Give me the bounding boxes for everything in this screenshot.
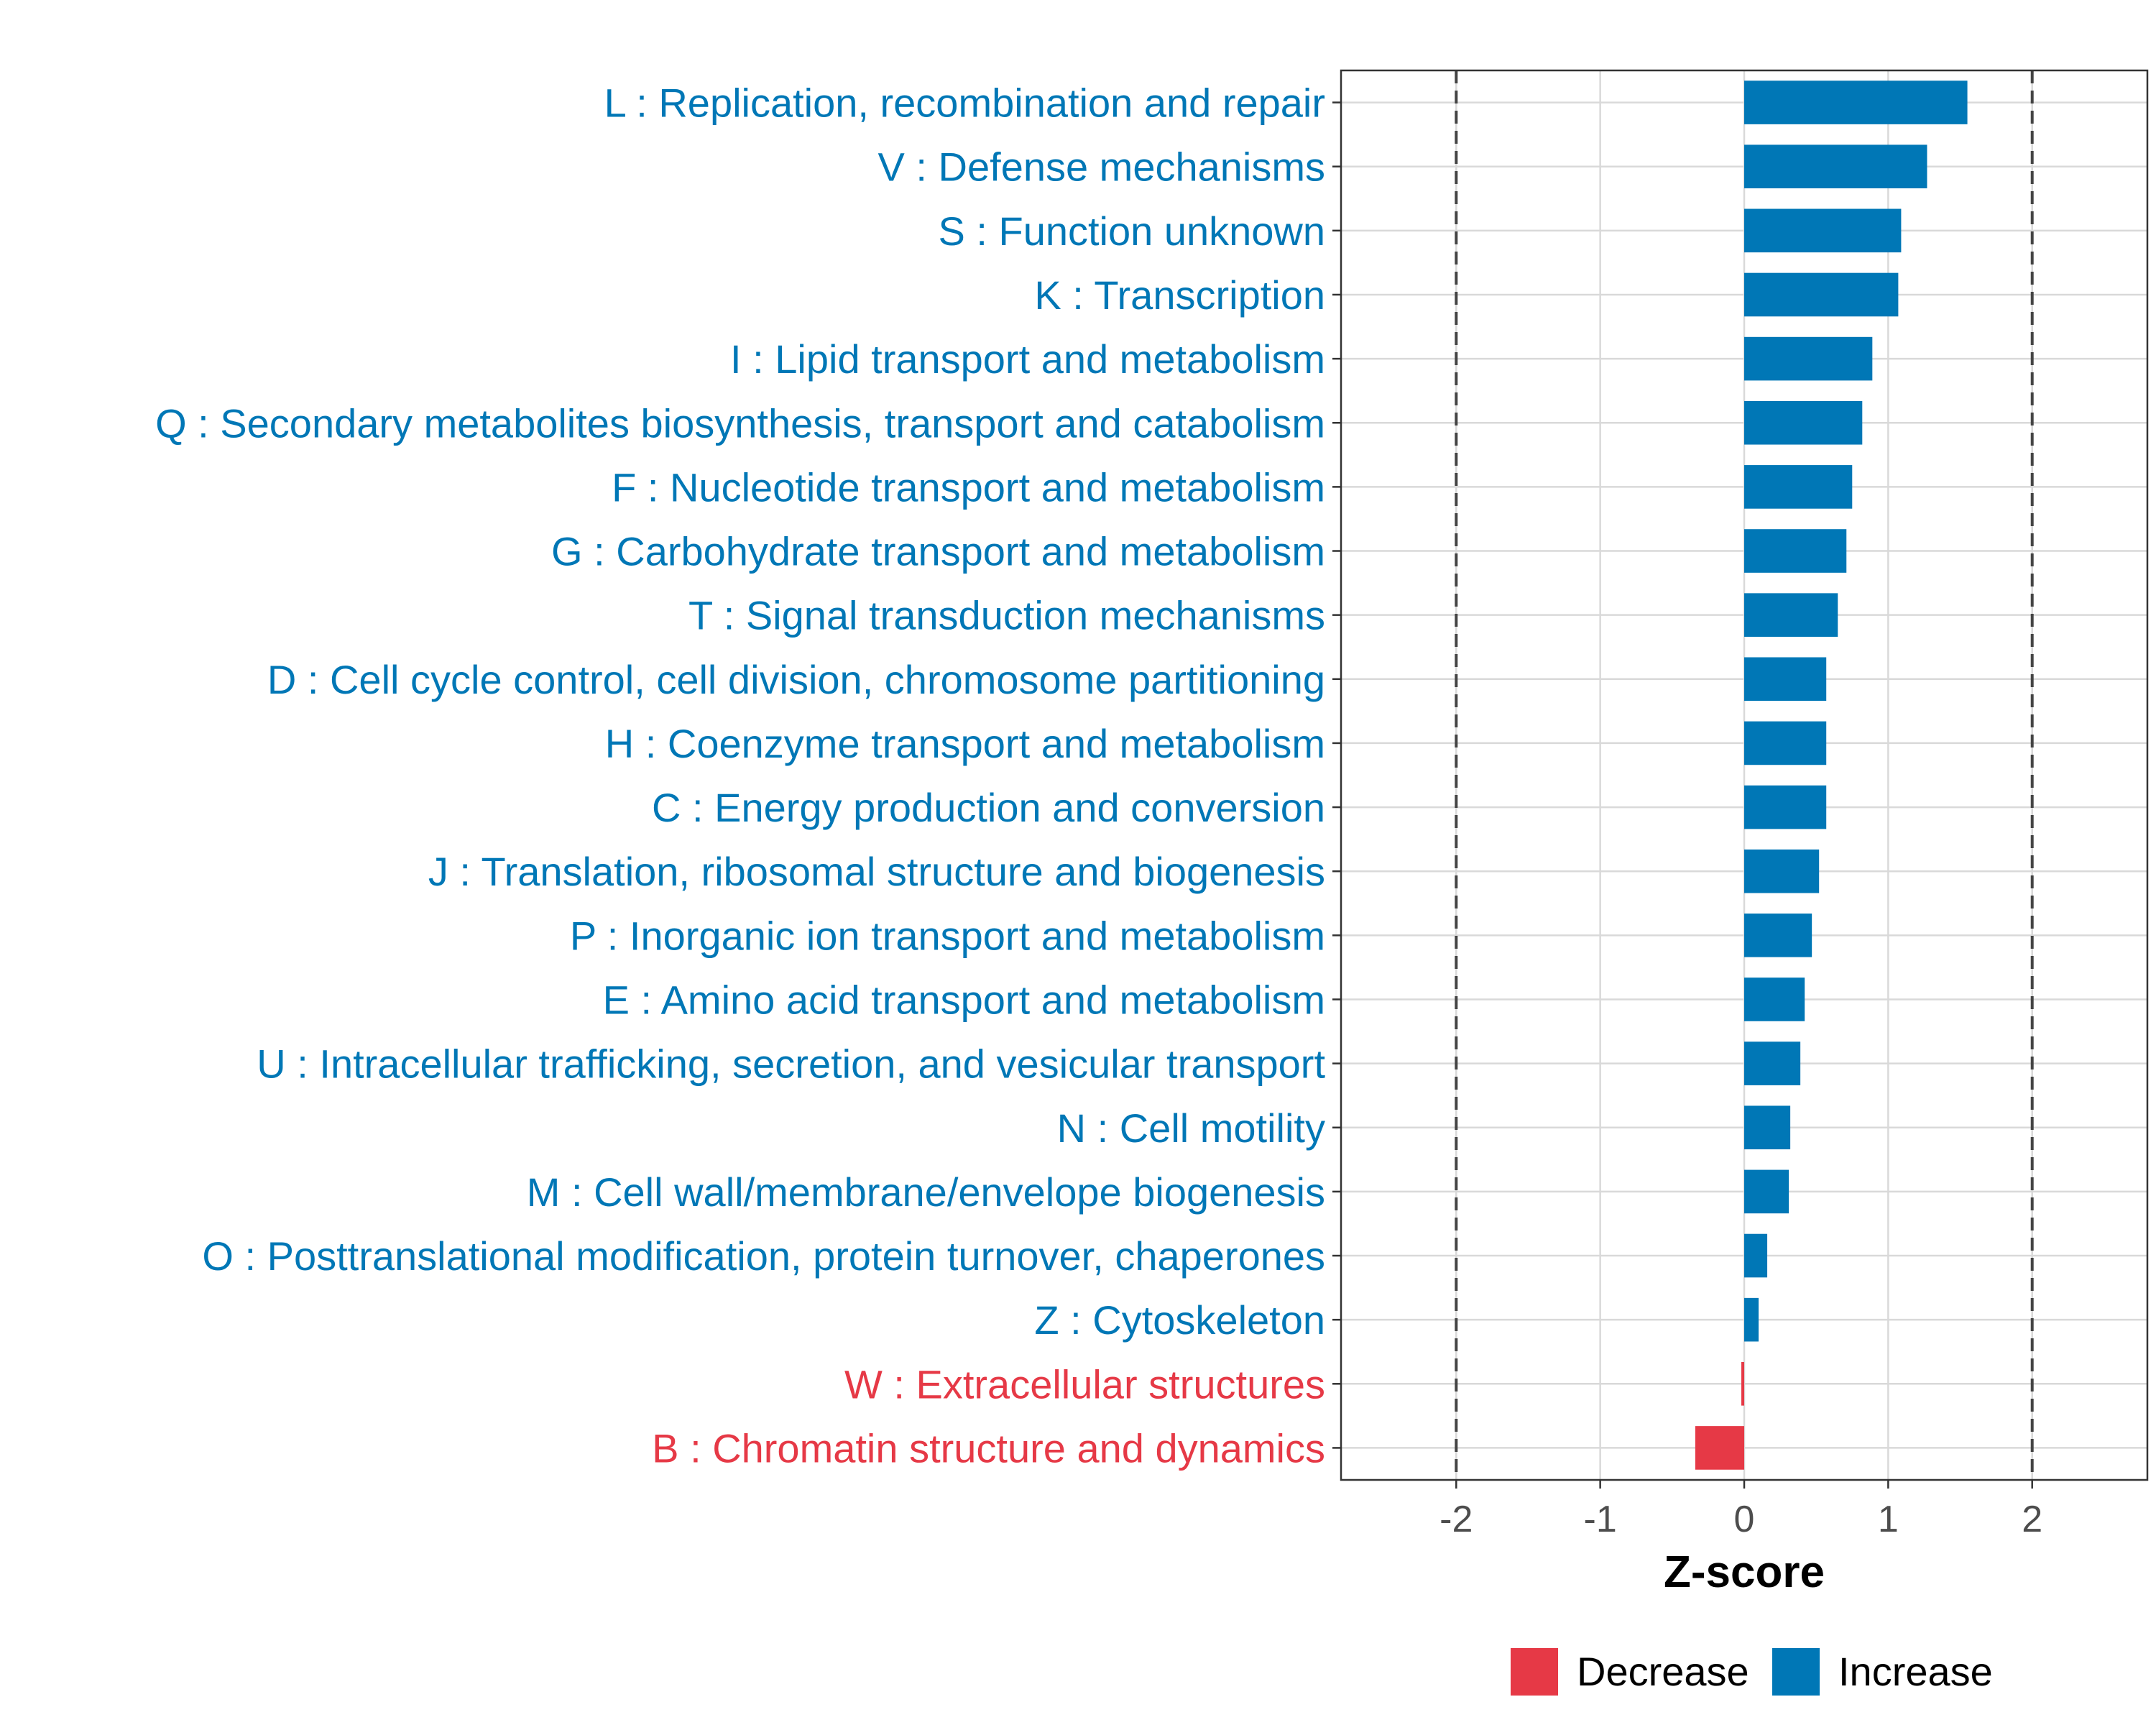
legend-label-increase: Increase — [1838, 1649, 1993, 1694]
bar-s — [1744, 208, 1902, 253]
x-axis-title: Z-score — [1664, 1547, 1825, 1597]
category-label: M : Cell wall/membrane/envelope biogenes… — [527, 1169, 1325, 1215]
x-tick-label: 2 — [2022, 1499, 2042, 1540]
bar-v — [1744, 144, 1927, 189]
category-label: N : Cell motility — [1057, 1105, 1325, 1151]
x-ticks: -2 -1 0 1 2 — [1439, 1480, 2042, 1540]
category-label: L : Replication, recombination and repai… — [604, 80, 1325, 126]
bar-d — [1744, 657, 1827, 702]
bar-o — [1744, 1233, 1768, 1278]
bar-w — [1741, 1361, 1744, 1406]
category-label: T : Signal transduction mechanisms — [688, 593, 1325, 638]
bar-m — [1744, 1169, 1789, 1214]
category-label: E : Amino acid transport and metabolism — [603, 977, 1325, 1022]
category-label: K : Transcription — [1034, 272, 1325, 318]
category-label: V : Defense mechanisms — [878, 144, 1325, 190]
category-label: P : Inorganic ion transport and metaboli… — [570, 913, 1325, 958]
category-label: U : Intracellular trafficking, secretion… — [257, 1041, 1325, 1087]
category-label: B : Chromatin structure and dynamics — [652, 1425, 1325, 1471]
bar-e — [1744, 978, 1805, 1021]
category-label: F : Nucleotide transport and metabolism — [612, 464, 1325, 510]
bar-p — [1744, 914, 1812, 957]
y-ticks: L : Replication, recombination and repai… — [155, 80, 1341, 1471]
bar-layer — [1695, 80, 1968, 1470]
legend: Decrease Increase — [1511, 1648, 1993, 1696]
legend-label-decrease: Decrease — [1577, 1649, 1749, 1694]
category-label: Z : Cytoskeleton — [1034, 1297, 1325, 1343]
bar-t — [1744, 593, 1838, 637]
bar-i — [1744, 336, 1873, 381]
category-label: Q : Secondary metabolites biosynthesis, … — [155, 400, 1325, 446]
x-tick-label: -1 — [1584, 1499, 1617, 1540]
category-label: D : Cell cycle control, cell division, c… — [267, 657, 1325, 702]
bar-j — [1744, 849, 1820, 893]
bar-q — [1744, 400, 1863, 445]
bar-l — [1744, 80, 1968, 124]
category-label: G : Carbohydrate transport and metabolis… — [551, 529, 1325, 574]
category-label: S : Function unknown — [938, 208, 1325, 254]
legend-swatch-increase — [1772, 1648, 1820, 1696]
bar-u — [1744, 1041, 1801, 1085]
category-label: O : Posttranslational modification, prot… — [202, 1233, 1325, 1279]
legend-swatch-decrease — [1511, 1648, 1558, 1696]
x-tick-label: -2 — [1439, 1499, 1473, 1540]
category-label: I : Lipid transport and metabolism — [730, 336, 1325, 382]
category-label: J : Translation, ribosomal structure and… — [428, 849, 1325, 894]
bar-f — [1744, 465, 1853, 509]
bar-c — [1744, 785, 1827, 829]
category-label: H : Coenzyme transport and metabolism — [605, 721, 1325, 766]
bar-h — [1744, 721, 1827, 765]
category-label: W : Extracellular structures — [844, 1361, 1325, 1407]
category-label: C : Energy production and conversion — [652, 785, 1325, 830]
reference-lines — [1455, 70, 2034, 1480]
bar-k — [1744, 272, 1899, 317]
x-tick-label: 1 — [1878, 1499, 1899, 1540]
bar-z — [1744, 1297, 1759, 1342]
bar-g — [1744, 529, 1847, 573]
bar-b — [1695, 1426, 1744, 1470]
bar-n — [1744, 1105, 1791, 1150]
x-tick-label: 0 — [1734, 1499, 1755, 1540]
